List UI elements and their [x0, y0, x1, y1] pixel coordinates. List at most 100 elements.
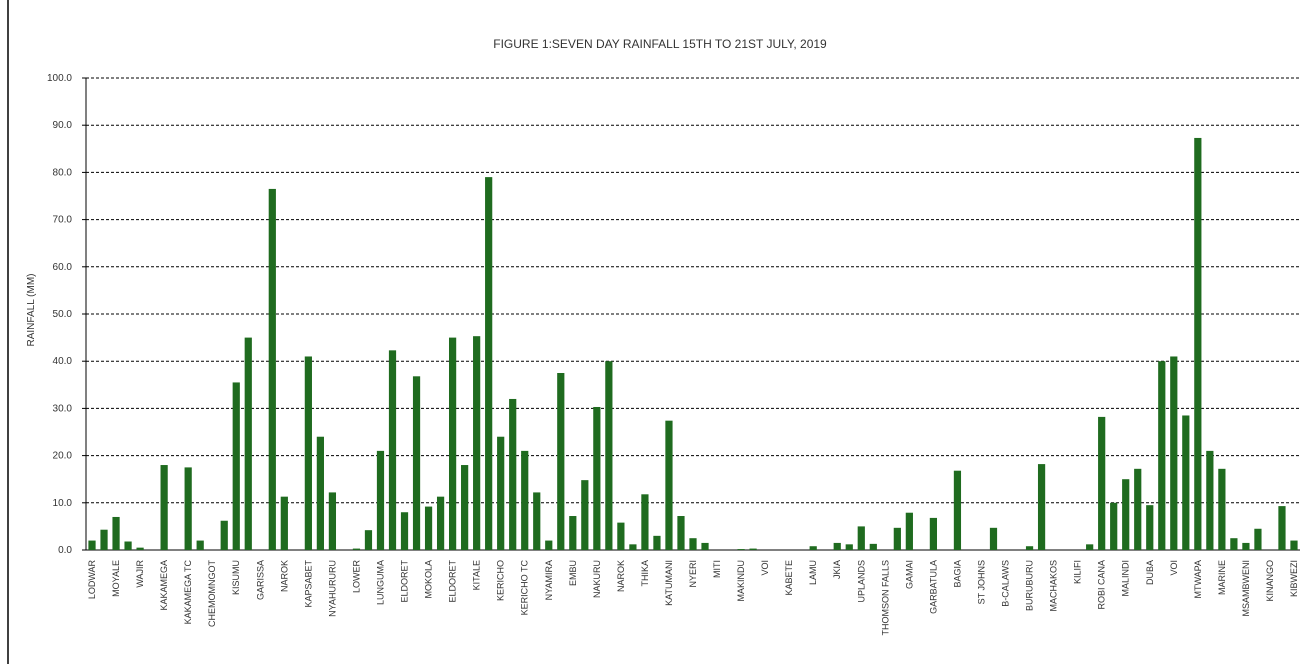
bar [232, 382, 240, 550]
x-tick-label: B-CALAWS [1001, 560, 1011, 607]
bar [605, 361, 613, 550]
x-tick-label: NAROK [616, 560, 626, 592]
bar [1098, 416, 1106, 550]
x-tick-label: BAGIA [952, 560, 962, 588]
x-tick-label: CHEMOMNGOT [207, 560, 217, 627]
bar [857, 526, 865, 550]
x-tick-label: UPLANDS [856, 560, 866, 603]
x-tick-label: VOI [760, 560, 770, 576]
bar [1218, 468, 1226, 550]
y-tick-label: 50.0 [53, 309, 73, 320]
x-tick-label: LOWER [351, 560, 361, 594]
x-tick-label: KINANGO [1265, 560, 1275, 602]
x-tick-label: MARINE [1217, 560, 1227, 595]
x-tick-label: DUBA [1145, 560, 1155, 585]
bar [809, 546, 817, 550]
bar [497, 436, 505, 550]
x-tick-label: KERICHO [496, 560, 506, 601]
x-tick-label: ST JOHNS [976, 560, 986, 604]
bar [1194, 137, 1202, 550]
x-tick-label: BURUBURU [1025, 560, 1035, 611]
bar [893, 527, 901, 550]
x-tick-label: GARBATULA [928, 560, 938, 614]
x-tick-label: LUNGUMA [375, 560, 385, 605]
y-tick-label: 10.0 [53, 498, 73, 509]
y-tick-label: 30.0 [53, 403, 73, 414]
bar [569, 516, 577, 550]
bar [328, 492, 337, 550]
bar [1122, 479, 1130, 550]
bar [124, 541, 132, 550]
bar [160, 465, 168, 550]
bar [112, 516, 120, 550]
x-tick-label: MOYALE [111, 560, 121, 597]
x-tick-label: ELDORET [448, 560, 458, 603]
bar [953, 470, 962, 550]
bar [1290, 540, 1298, 550]
bar [280, 496, 288, 550]
bar [1170, 356, 1178, 550]
x-tick-label: WAJIR [135, 560, 145, 588]
bar [653, 535, 661, 550]
x-tick-label: THIKA [640, 560, 650, 587]
bar [545, 540, 553, 550]
bar [196, 540, 204, 550]
bar [268, 188, 276, 551]
x-tick-label: EMBU [568, 560, 578, 586]
y-axis-label: RAINFALL (MM) [26, 274, 37, 347]
bar [1230, 538, 1238, 550]
bar [689, 538, 697, 550]
bar [461, 465, 469, 550]
bar [1158, 361, 1166, 550]
bar [665, 420, 673, 550]
bar [1278, 506, 1286, 550]
x-tick-label: NAKURU [592, 560, 602, 598]
x-tick-label: KAKAMEGA [159, 560, 169, 611]
x-tick-label: KABETE [784, 560, 794, 596]
bar [100, 529, 108, 550]
bar [677, 516, 685, 550]
bar [1242, 542, 1250, 550]
x-tick-label: NAROK [279, 560, 289, 592]
x-tick-label: KISUMU [231, 560, 241, 595]
bar [136, 547, 144, 550]
x-tick-label: MAKINDU [736, 560, 746, 602]
bar [737, 549, 745, 550]
bar [509, 398, 517, 550]
x-tick-label: NYAHURURU [327, 560, 337, 617]
bar [617, 522, 625, 550]
bar [749, 548, 757, 550]
bar [869, 543, 877, 550]
bar [533, 492, 541, 550]
bar [989, 527, 998, 550]
bar [1086, 544, 1094, 550]
bar [1182, 415, 1190, 550]
bar [833, 542, 841, 550]
bar [316, 436, 324, 550]
bar [376, 450, 385, 550]
x-tick-label: KAKAMEGA TC [183, 560, 193, 625]
x-tick-label: KIBWEZI [1289, 560, 1299, 597]
bar [485, 177, 493, 550]
bar [1206, 450, 1214, 550]
bar [1134, 468, 1142, 550]
x-tick-label: NYAMIRA [544, 560, 554, 600]
bar [88, 540, 96, 550]
x-tick-label: ROBI CANA [1097, 560, 1107, 610]
bar [352, 548, 361, 550]
x-tick-label: MACHAKOS [1049, 560, 1059, 612]
bar [593, 406, 601, 550]
chart-title: FIGURE 1:SEVEN DAY RAINFALL 15TH TO 21ST… [493, 37, 827, 51]
y-tick-label: 70.0 [53, 215, 73, 226]
bar [1037, 464, 1046, 550]
x-tick-label: JKIA [832, 560, 842, 579]
bar [388, 350, 397, 550]
bar [1146, 505, 1154, 550]
bar [701, 542, 709, 550]
bar [929, 517, 938, 550]
x-tick-label: LODWAR [87, 560, 97, 600]
x-tick-label: VOI [1169, 560, 1179, 576]
bar [629, 544, 637, 550]
bar [436, 496, 445, 550]
